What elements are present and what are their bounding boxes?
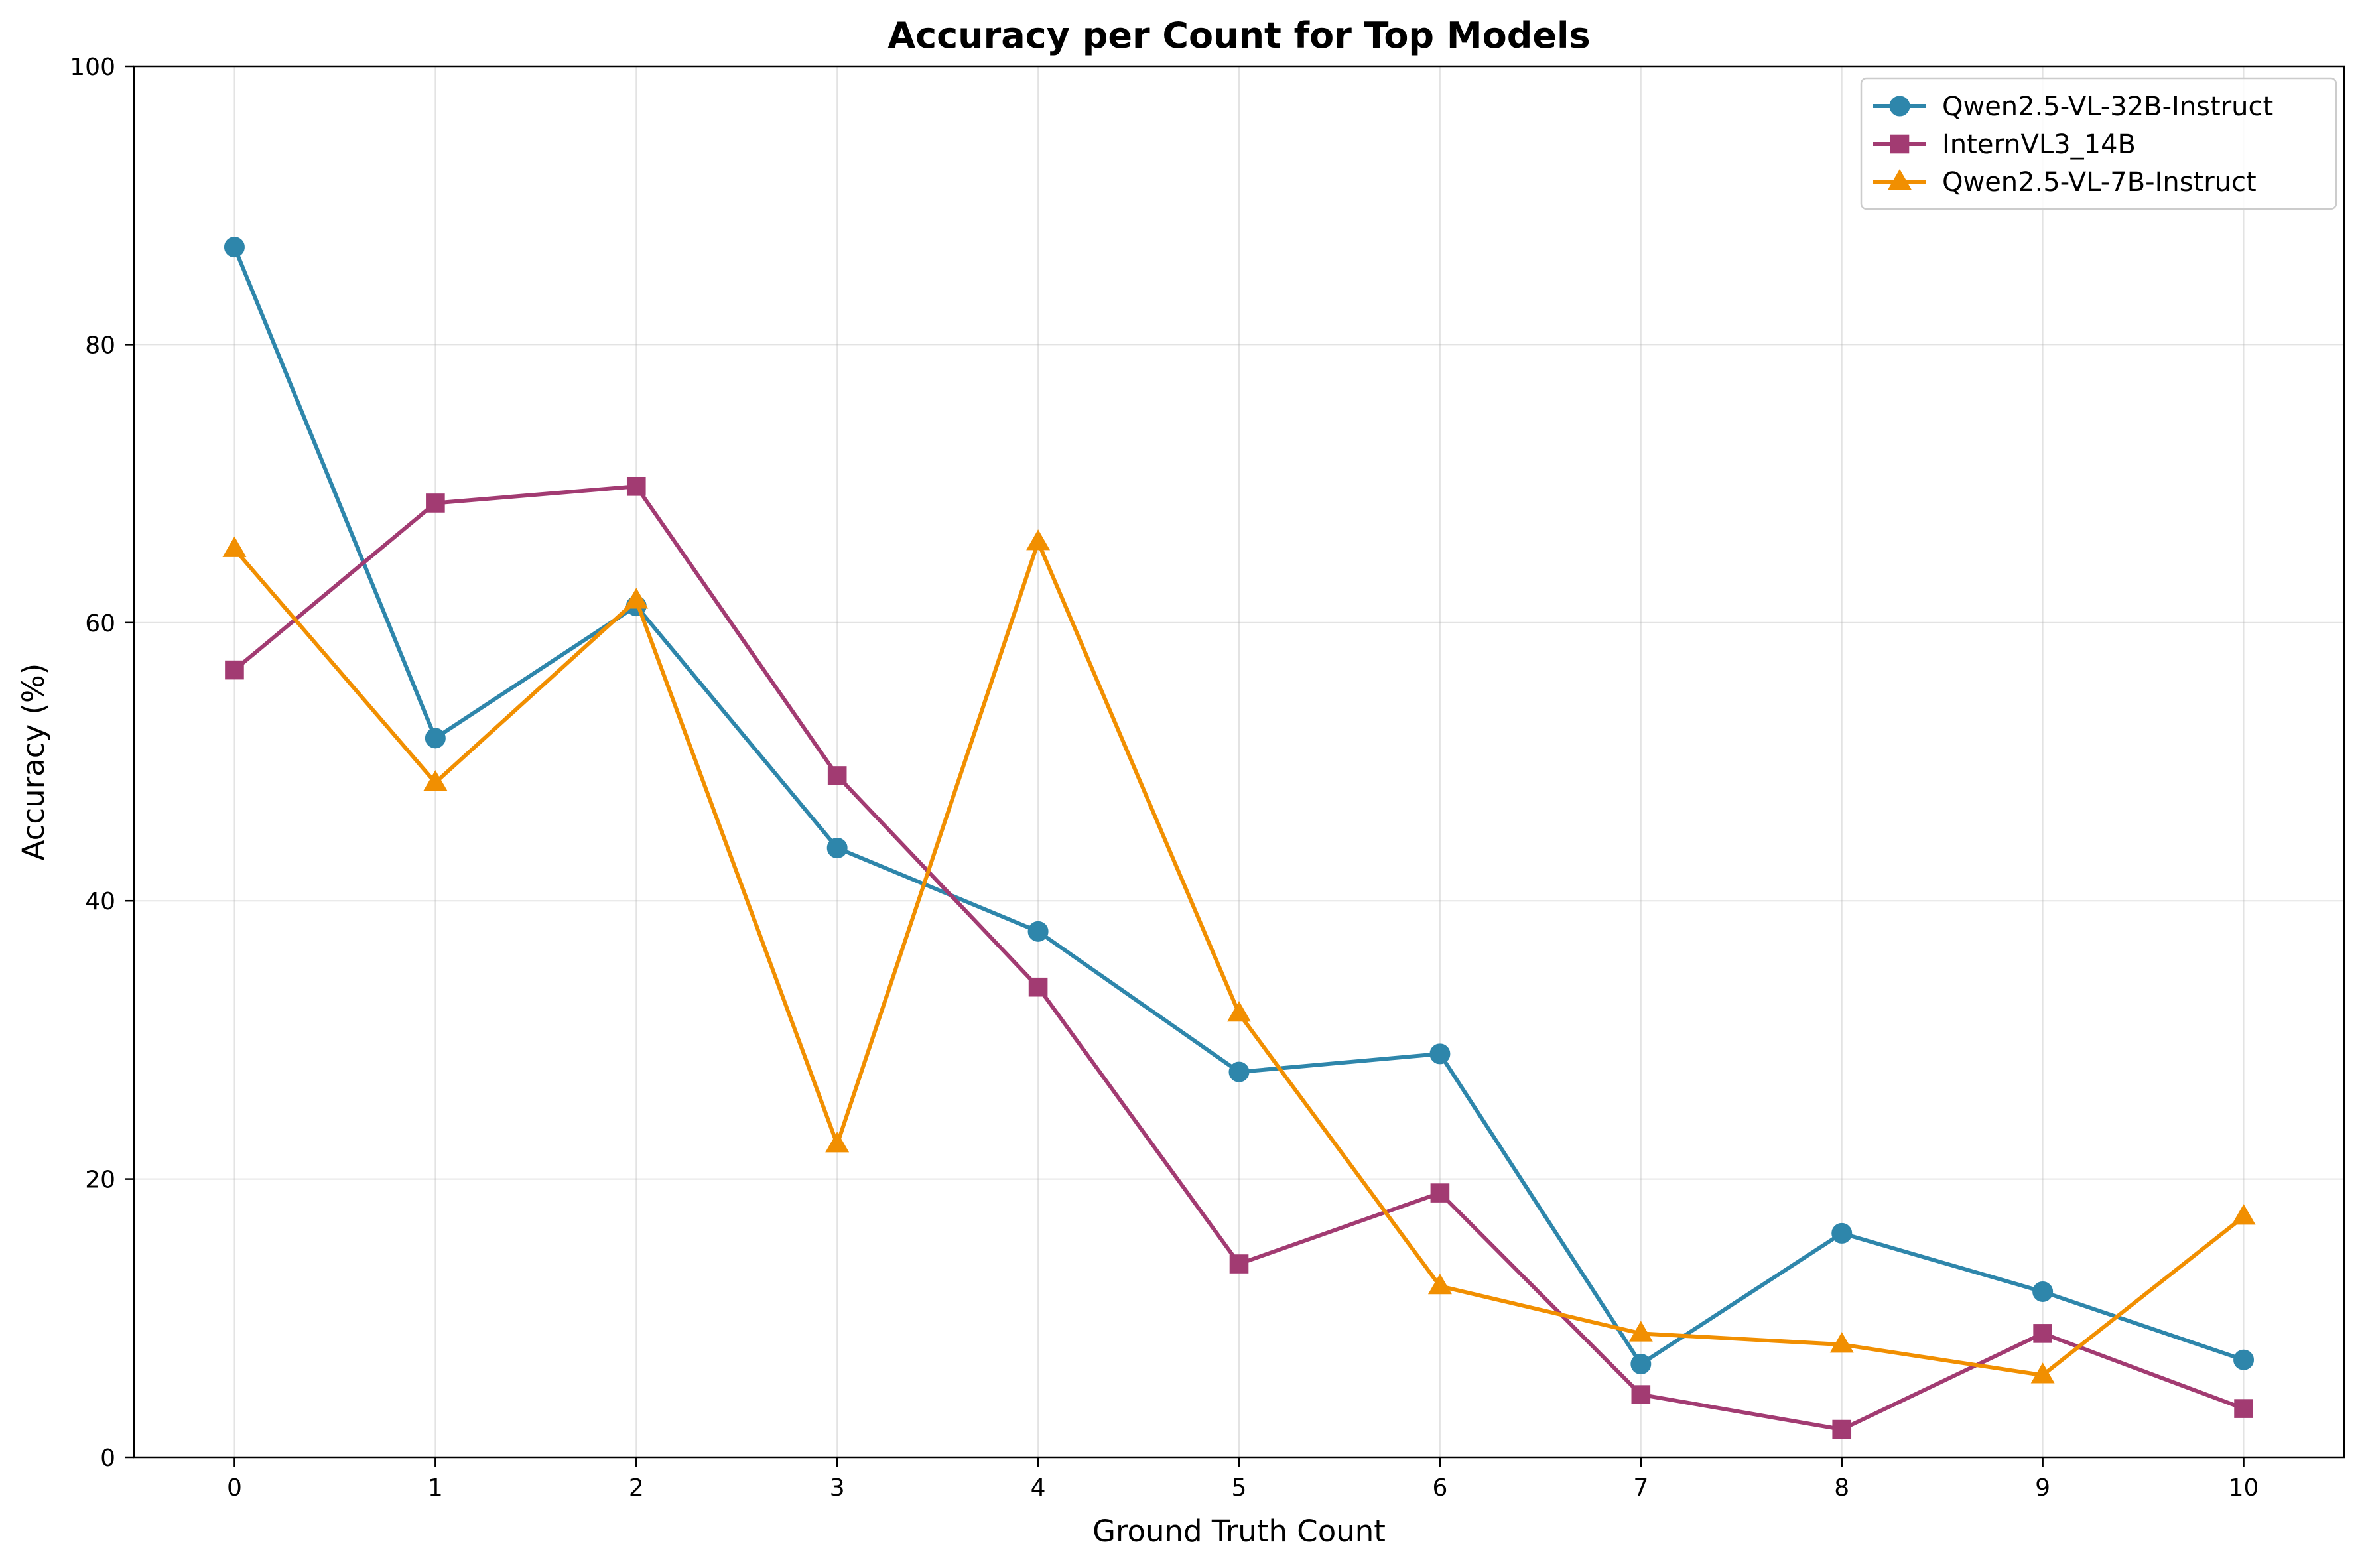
data-point <box>1028 977 1048 997</box>
legend-marker <box>1888 168 1912 190</box>
chart-title: Accuracy per Count for Top Models <box>887 15 1590 56</box>
data-point <box>2234 1399 2253 1418</box>
data-point <box>626 476 646 496</box>
data-point <box>423 769 448 791</box>
data-point <box>222 536 247 557</box>
data-point <box>1832 1419 1852 1439</box>
data-point <box>1228 1061 1250 1082</box>
data-point <box>224 237 245 258</box>
data-point <box>2033 1324 2052 1343</box>
legend-item: InternVL3_14B <box>1873 129 2136 160</box>
data-point <box>426 493 445 513</box>
data-point <box>624 588 649 609</box>
legend-box <box>1860 77 2337 210</box>
data-point <box>1631 1385 1651 1404</box>
y-tick-label: 40 <box>85 888 115 915</box>
series-2 <box>225 476 2253 1439</box>
legend-item: Qwen2.5-VL-7B-Instruct <box>1873 167 2257 198</box>
data-point <box>1026 529 1051 551</box>
data-point <box>2032 1281 2054 1302</box>
legend-label: InternVL3_14B <box>1942 129 2136 160</box>
data-point <box>1831 1222 1853 1244</box>
x-tick-label: 3 <box>830 1474 845 1502</box>
legend-label: Qwen2.5-VL-32B-Instruct <box>1942 92 2273 122</box>
x-tick-label: 1 <box>428 1474 443 1502</box>
legend-item: Qwen2.5-VL-32B-Instruct <box>1873 92 2273 122</box>
legend: Qwen2.5-VL-32B-Instruct InternVL3_14B Qwen… <box>1860 77 2337 210</box>
data-point <box>1630 1354 1652 1375</box>
y-axis: 0 20 40 60 80 100 <box>70 54 134 1472</box>
legend-marker <box>1889 96 1910 117</box>
data-point <box>825 1132 850 1153</box>
x-tick-label: 8 <box>1834 1474 1849 1502</box>
data-point <box>1429 1043 1451 1065</box>
data-point <box>1229 1254 1249 1274</box>
x-axis: 0 1 2 3 4 5 6 7 8 9 10 <box>227 1457 2259 1502</box>
x-tick-label: 10 <box>2229 1474 2259 1502</box>
y-tick-label: 0 <box>100 1445 115 1472</box>
legend-label: Qwen2.5-VL-7B-Instruct <box>1942 167 2257 198</box>
data-point <box>2231 1204 2256 1225</box>
data-point <box>1430 1183 1450 1203</box>
data-point <box>827 766 847 785</box>
series-3 <box>222 529 2256 1384</box>
data-point <box>1628 1321 1653 1342</box>
x-tick-label: 7 <box>1633 1474 1648 1502</box>
data-point <box>1027 921 1049 942</box>
x-axis-label: Ground Truth Count <box>1092 1514 1386 1549</box>
data-point <box>1427 1274 1452 1295</box>
y-axis-label: Accuracy (%) <box>16 663 51 861</box>
y-tick-label: 20 <box>85 1167 115 1194</box>
data-point <box>225 660 244 680</box>
data-point <box>826 838 848 859</box>
y-tick-label: 60 <box>85 610 115 637</box>
legend-marker <box>1890 134 1910 154</box>
x-tick-label: 9 <box>2035 1474 2050 1502</box>
x-tick-label: 4 <box>1031 1474 1046 1502</box>
x-tick-label: 0 <box>227 1474 242 1502</box>
data-point <box>1829 1332 1854 1353</box>
data-point <box>2233 1349 2255 1370</box>
y-tick-label: 80 <box>85 332 115 359</box>
x-tick-label: 2 <box>629 1474 644 1502</box>
data-point <box>425 728 446 749</box>
series-layer <box>222 237 2256 1439</box>
y-tick-label: 100 <box>70 54 115 81</box>
data-point <box>2030 1362 2055 1384</box>
x-tick-label: 6 <box>1432 1474 1447 1502</box>
data-point <box>1227 1001 1251 1022</box>
x-tick-label: 5 <box>1232 1474 1247 1502</box>
